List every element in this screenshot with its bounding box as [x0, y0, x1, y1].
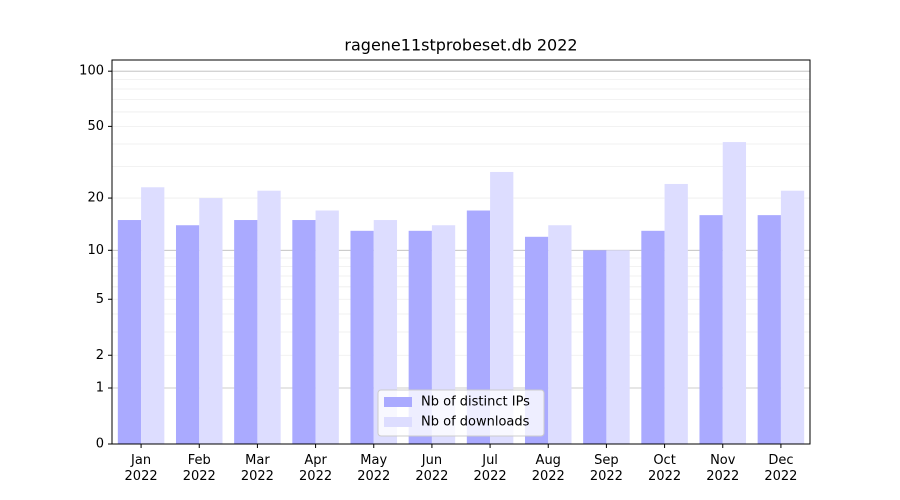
bar [141, 187, 165, 444]
bar [292, 220, 316, 444]
legend-label: Nb of distinct IPs [421, 395, 530, 410]
bar [699, 215, 723, 444]
y-tick-label: 20 [87, 191, 104, 206]
legend-box [377, 389, 545, 437]
x-tick-label: Jul 2022 [473, 453, 507, 484]
bar [257, 190, 281, 444]
x-tick-label: Feb 2022 [182, 453, 216, 484]
x-tick-label: Jun 2022 [415, 453, 449, 484]
bar [490, 171, 514, 444]
chart-title: ragene11stprobeset.db 2022 [344, 36, 577, 55]
legend-swatch [384, 397, 412, 407]
x-tick-label: May 2022 [357, 453, 391, 484]
x-tick-label: Aug 2022 [531, 453, 565, 484]
y-tick-label: 2 [96, 348, 104, 363]
bar [431, 225, 456, 444]
x-tick-label: Mar 2022 [240, 453, 274, 484]
x-tick-label: Jan 2022 [124, 453, 158, 484]
bar [234, 220, 258, 444]
y-tick-label: 5 [96, 292, 104, 307]
bar [606, 250, 630, 444]
bar [117, 220, 142, 444]
bar [548, 225, 572, 444]
legend: Nb of distinct IPs Nb of downloads [377, 389, 545, 437]
y-tick-label: 1 [96, 381, 104, 396]
bar [641, 230, 665, 444]
x-tick-label: Sep 2022 [589, 453, 623, 484]
bar [664, 183, 688, 444]
bar [199, 198, 223, 444]
y-tick-label: 0 [96, 437, 104, 452]
bar [315, 210, 339, 444]
legend-label: Nb of downloads [421, 415, 530, 430]
bar [583, 250, 607, 444]
y-tick-label: 100 [79, 64, 104, 79]
y-tick-label: 50 [87, 119, 104, 134]
y-tick-label: 10 [87, 243, 104, 258]
x-tick-label: Apr 2022 [299, 453, 333, 484]
bar [466, 210, 491, 444]
legend-swatch [384, 417, 412, 427]
bar [175, 225, 200, 444]
x-tick-label: Nov 2022 [706, 453, 740, 484]
bar [350, 230, 374, 444]
plot-frame [111, 59, 811, 445]
bar [373, 220, 398, 444]
bar [722, 142, 747, 444]
x-tick-label: Dec 2022 [764, 453, 798, 484]
bar [780, 190, 805, 444]
bar [757, 215, 781, 444]
x-tick-label: Oct 2022 [648, 453, 682, 484]
